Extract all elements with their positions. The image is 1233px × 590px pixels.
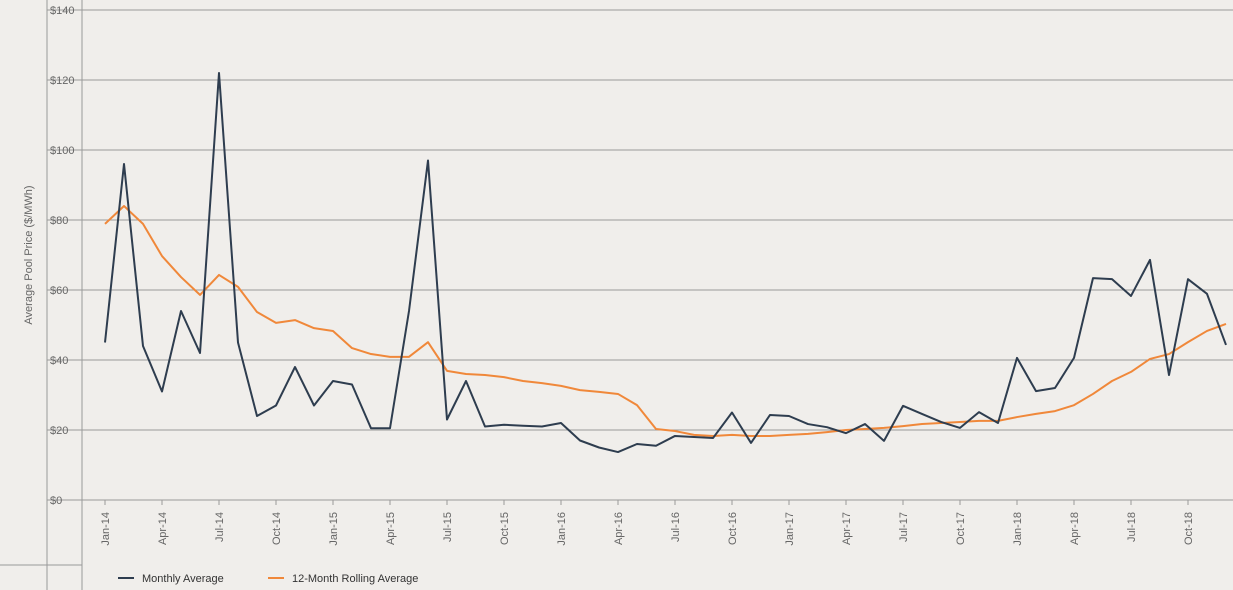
x-tick-label: Jul-14 bbox=[214, 512, 226, 542]
x-tick-label: Apr-18 bbox=[1069, 512, 1081, 545]
y-tick-label: $100 bbox=[50, 145, 74, 157]
y-tick-label: $140 bbox=[50, 5, 74, 17]
x-tick-label: Apr-14 bbox=[157, 512, 169, 545]
x-tick-label: Jan-18 bbox=[1012, 512, 1024, 546]
y-axis-label: Average Pool Price ($/MWh) bbox=[23, 185, 35, 324]
x-tick-label: Jan-16 bbox=[556, 512, 568, 546]
legend-label: Monthly Average bbox=[142, 573, 224, 585]
x-tick-label: Apr-16 bbox=[613, 512, 625, 545]
y-tick-label: $60 bbox=[50, 285, 68, 297]
x-tick-label: Oct-14 bbox=[271, 512, 283, 545]
y-tick-label: $0 bbox=[50, 495, 62, 507]
series-line bbox=[104, 72, 1227, 454]
x-tick-label: Jul-18 bbox=[1126, 512, 1138, 542]
x-tick-label: Apr-17 bbox=[841, 512, 853, 545]
x-tick-label: Jan-14 bbox=[100, 512, 112, 546]
y-tick-label: $80 bbox=[50, 215, 68, 227]
y-tick-label: $40 bbox=[50, 355, 68, 367]
x-tick-label: Oct-15 bbox=[499, 512, 511, 545]
x-tick-label: Jan-17 bbox=[784, 512, 796, 546]
x-tick-label: Jul-15 bbox=[442, 512, 454, 542]
y-tick-label: $120 bbox=[50, 75, 74, 87]
y-tick-label: $20 bbox=[50, 425, 68, 437]
x-tick-label: Jul-16 bbox=[670, 512, 682, 542]
x-tick-label: Oct-16 bbox=[727, 512, 739, 545]
x-tick-label: Apr-15 bbox=[385, 512, 397, 545]
x-tick-label: Jan-15 bbox=[328, 512, 340, 546]
legend-label: 12-Month Rolling Average bbox=[292, 573, 418, 585]
x-tick-label: Oct-17 bbox=[955, 512, 967, 545]
x-tick-label: Oct-18 bbox=[1183, 512, 1195, 545]
x-tick-label: Jul-17 bbox=[898, 512, 910, 542]
series-line bbox=[104, 205, 1227, 437]
